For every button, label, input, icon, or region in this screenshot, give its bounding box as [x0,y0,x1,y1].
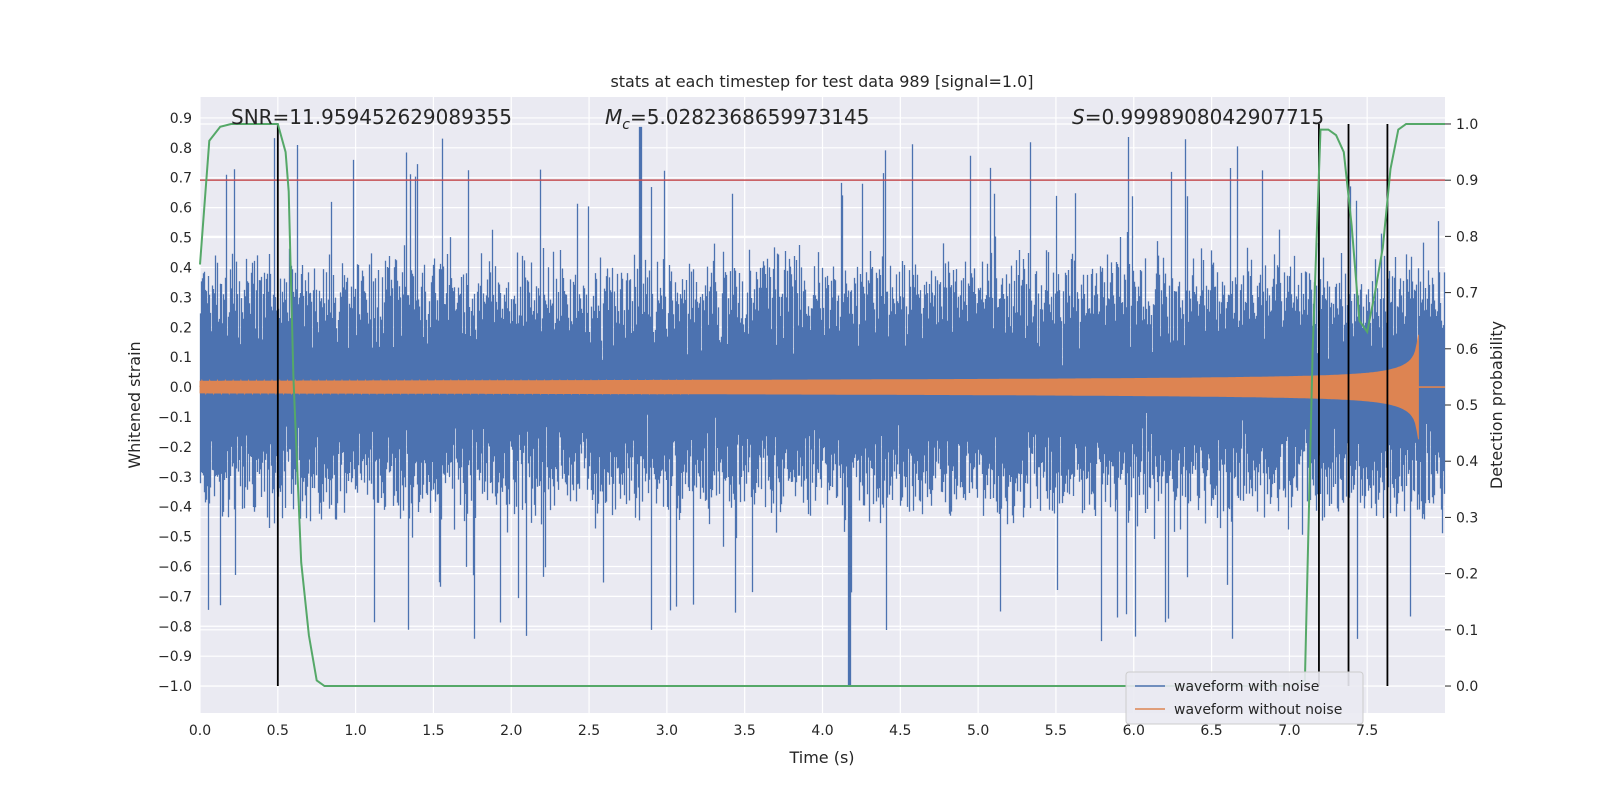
x-tick-label: 3.0 [656,723,678,739]
series-detection-probability [199,123,1445,687]
mc-annotation: Mc=5.0282368659973145 [605,105,869,133]
s-value: =0.9998908042907715 [1085,105,1324,129]
chirp-early-oscillation [199,378,697,396]
y-tick-label: 0.8 [170,141,192,157]
y-tick-label: 0.1 [170,350,192,366]
x-tick-label: 3.5 [734,723,756,739]
y2-tick-label: 0.6 [1456,342,1478,358]
y-tick-label: −0.5 [158,530,192,546]
s-symbol: S [1072,105,1085,129]
plot-area [199,123,1446,687]
y-tick-label: 0.0 [170,380,192,396]
y2-tick-label: 1.0 [1456,117,1478,133]
y2-tick-label: 0.0 [1456,679,1478,695]
y-tick-label: −0.3 [158,470,192,486]
y-tick-label: 0.5 [170,231,192,247]
x-tick-label: 2.0 [500,723,522,739]
s-annotation: S=0.9998908042907715 [1072,105,1324,129]
x-tick-label: 2.5 [578,723,600,739]
y-tick-label: 0.3 [170,290,192,306]
snr-annotation: SNR=11.959452629089355 [231,105,512,129]
y2-tick-label: 0.9 [1456,173,1478,189]
x-tick-label: 0.5 [267,723,289,739]
y-axis-label: Whitened strain [125,341,144,468]
y2-tick-label: 0.3 [1456,510,1478,526]
mc-symbol: M [605,105,622,129]
x-tick-label: 4.0 [811,723,833,739]
legend-box [1125,671,1364,725]
y-tick-label: 0.6 [170,201,192,217]
x-tick-label: 0.0 [189,723,211,739]
y2-axis-label: Detection probability [1487,321,1506,489]
x-tick-label: 4.5 [889,723,911,739]
mc-value: =5.0282368659973145 [630,105,869,129]
y2-tick-label: 0.4 [1456,454,1478,470]
y-tick-label: 0.4 [170,260,192,276]
chart-title: stats at each timestep for test data 989… [610,72,1033,91]
y-tick-label: −1.0 [158,679,192,695]
y-tick-label: −0.2 [158,440,192,456]
x-tick-label: 7.5 [1356,723,1378,739]
y-tick-label: −0.8 [158,619,192,635]
y-tick-label: 0.2 [170,320,192,336]
y-tick-label: −0.1 [158,410,192,426]
x-tick-label: 1.5 [422,723,444,739]
y2-tick-label: 0.2 [1456,567,1478,583]
y-tick-label: −0.9 [158,649,192,665]
ticks: 0.0 0.5 1.0 1.5 2.0 2.5 3.0 3.5 4.0 4.5 5.0 5.5 6.0 6… [158,111,1478,739]
x-tick-label: 7.0 [1278,723,1300,739]
y-tick-label: 0.9 [170,111,192,127]
y2-tick-label: 0.7 [1456,286,1478,302]
x-axis-label: Time (s) [788,748,854,767]
y-tick-label: −0.6 [158,559,192,575]
x-tick-label: 1.0 [344,723,366,739]
x-tick-label: 5.0 [967,723,989,739]
x-tick-label: 6.0 [1123,723,1145,739]
legend-label-clean: waveform without noise [1174,702,1342,718]
y2-tick-label: 0.8 [1456,229,1478,245]
y-tick-label: −0.4 [158,500,192,516]
y2-tick-label: 0.1 [1456,623,1478,639]
y-tick-label: 0.7 [170,171,192,187]
mc-subscript: c [622,117,630,133]
y-tick-label: −0.7 [158,589,192,605]
legend: waveform with noise waveform without noi… [1125,671,1364,725]
y2-tick-label: 0.5 [1456,398,1478,414]
x-tick-label: 6.5 [1200,723,1222,739]
legend-label-noise: waveform with noise [1174,679,1319,695]
x-tick-label: 5.5 [1045,723,1067,739]
